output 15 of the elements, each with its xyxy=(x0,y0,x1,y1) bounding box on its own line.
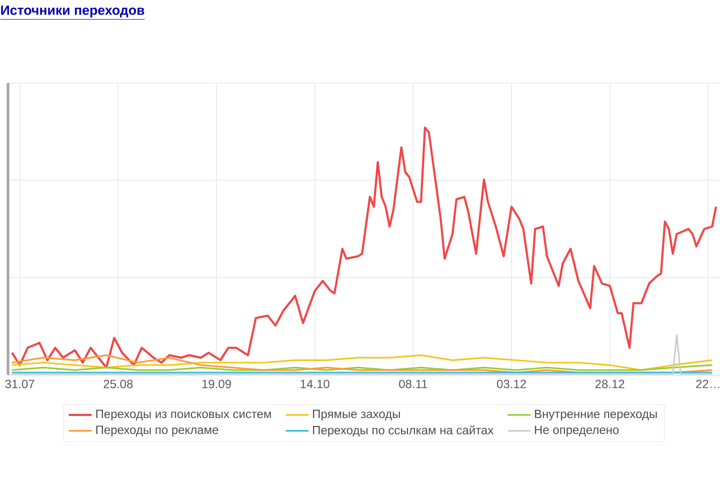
x-tick-label: 28.12 xyxy=(595,380,624,388)
x-tick-label: 03.12 xyxy=(496,380,526,388)
x-tick-label: 22… xyxy=(696,380,720,388)
x-tick-label: 19.09 xyxy=(202,380,231,388)
legend-label: Переходы по ссылкам на сайтах xyxy=(313,425,494,437)
x-tick-label: 31.07 xyxy=(5,380,34,388)
legend-label: Переходы из поисковых систем xyxy=(96,410,271,421)
legend-label: Прямые заходы xyxy=(313,410,400,421)
x-tick-label: 25.08 xyxy=(104,380,133,388)
chart-title: Источники переходов xyxy=(1,6,144,18)
legend-label: Внутренние переходы xyxy=(534,410,657,421)
legend-label: Переходы по рекламе xyxy=(96,426,218,436)
x-tick-label: 08.11 xyxy=(399,380,428,388)
legend-label: Не определено xyxy=(534,426,619,436)
x-tick-label: 14.10 xyxy=(300,380,330,388)
